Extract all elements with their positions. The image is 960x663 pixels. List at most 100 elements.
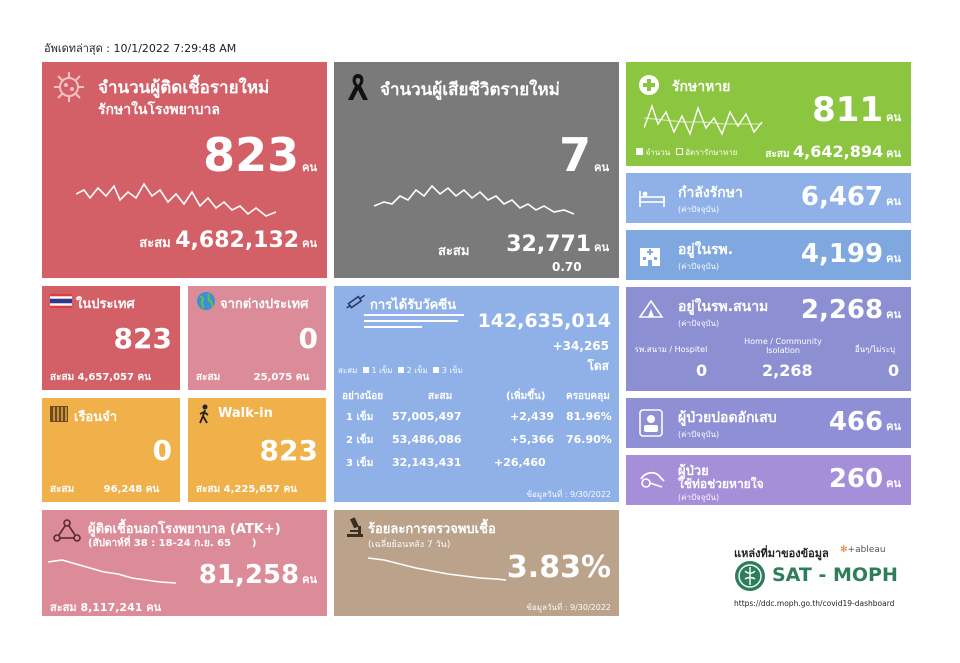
new-cases-tile[interactable]: จำนวนผู้ติดเชื้อรายใหม่ รักษาในโรงพยาบาล… <box>42 62 327 278</box>
globe-icon <box>197 292 215 310</box>
vaccine-row3-dose: 3 เข็ม <box>346 458 374 469</box>
new-cases-total: สะสม 4,682,132 คน <box>139 228 317 253</box>
treating-note: (ค่าปัจจุบัน) <box>678 205 720 214</box>
atk-tile[interactable]: ผู้ติดเชื้อนอกโรงพยาบาล (ATK+) (สัปดาห์ท… <box>42 510 327 616</box>
walkin-tile[interactable]: Walk-in 823 สะสม 4,225,657 คน <box>188 398 326 502</box>
positivity-value: 3.83% <box>506 550 611 585</box>
deaths-rate: 0.70 <box>552 260 582 274</box>
vaccine-legend: สะสม 1 เข็ม 2 เข็ม 3 เข็ม <box>338 366 463 375</box>
vaccine-row3-total: 32,143,431 <box>392 456 462 469</box>
vaccine-asof: ข้อมูลวันที่ : 9/30/2022 <box>526 490 611 499</box>
field-col-hospitel-value: 0 <box>696 361 708 380</box>
hospital-tile[interactable]: อยู่ในรพ. (ค่าปัจจุบัน) 4,199 คน <box>626 230 911 280</box>
pneumonia-tile[interactable]: ผู้ป่วยปอดอักเสบ (ค่าปัจจุบัน) 466 คน <box>626 398 911 448</box>
vaccine-tile[interactable]: การได้รับวัคซีน 142,635,014 +34,265 โดส … <box>334 286 619 502</box>
recovered-tile[interactable]: รักษาหาย 811 คน จำนวน อัตรารักษาหาย สะสม … <box>626 62 911 166</box>
vaccine-title: การได้รับวัคซีน <box>370 298 457 313</box>
deaths-title: จำนวนผู้เสียชีวิตรายใหม่ <box>380 80 560 100</box>
abroad-title: จากต่างประเทศ <box>220 297 309 312</box>
source-url[interactable]: https://ddc.moph.go.th/covid19-dashboard <box>734 599 895 608</box>
pneumonia-title: ผู้ป่วยปอดอักเสบ <box>678 410 777 426</box>
positivity-sparkline <box>368 557 507 581</box>
field-hospital-note: (ค่าปัจจุบัน) <box>678 319 720 328</box>
pneumonia-note: (ค่าปัจจุบัน) <box>678 430 720 439</box>
ventilator-value: 260 คน <box>828 464 901 494</box>
vaccine-bar-1 <box>364 314 464 316</box>
syringe-icon <box>346 294 366 309</box>
new-cases-title: จำนวนผู้ติดเชื้อรายใหม่ <box>98 78 270 98</box>
ventilator-tile[interactable]: ผู้ป่วย ใช้ท่อช่วยหายใจ (ค่าปัจจุบัน) 26… <box>626 455 911 505</box>
prison-bars-icon <box>50 406 68 422</box>
hospital-note: (ค่าปัจจุบัน) <box>678 262 720 271</box>
vaccine-col-cov: ครอบคลุม <box>566 391 610 402</box>
new-cases-sparkline <box>76 182 277 217</box>
atk-week: (สัปดาห์ที่ 38 : 18-24 ก.ย. 65 ) <box>88 538 257 549</box>
field-col-other-label: อื่นๆ/ไม่ระบุ <box>854 345 896 354</box>
domestic-title: ในประเทศ <box>76 297 135 312</box>
recovered-title: รักษาหาย <box>672 79 731 95</box>
source-label: แหล่งที่มาของข้อมูล <box>734 547 829 560</box>
recovered-sparkline <box>644 103 763 136</box>
positivity-asof: ข้อมูลวันที่ : 9/30/2022 <box>526 603 611 612</box>
recovered-total: สะสม 4,642,894 คน <box>765 142 901 161</box>
field-col-other-value: 0 <box>888 361 900 380</box>
prison-tile[interactable]: เรือนจำ 0 สะสม 96,248 คน <box>42 398 180 502</box>
patient-icon <box>639 409 663 437</box>
last-updated: อัพเดทล่าสุด : 10/1/2022 7:29:48 AM <box>44 42 237 55</box>
vaccine-total: 142,635,014 <box>477 310 611 332</box>
deaths-value: 7 คน <box>559 128 609 182</box>
domestic-tile[interactable]: ในประเทศ 823 สะสม 4,657,057 คน <box>42 286 180 390</box>
domestic-value: 823 <box>113 322 172 355</box>
ventilator-title: ผู้ป่วย <box>678 464 709 479</box>
prison-total: สะสม 96,248 คน <box>50 484 160 495</box>
positivity-title: ร้อยละการตรวจพบเชื้อ <box>368 522 496 537</box>
field-col-hospitel-label: รพ.สนาม / Hospitel <box>634 345 708 354</box>
prison-title: เรือนจำ <box>74 410 118 425</box>
new-cases-subtitle: รักษาในโรงพยาบาล <box>98 102 220 118</box>
treating-tile[interactable]: กำลังรักษา (ค่าปัจจุบัน) 6,467 คน <box>626 173 911 223</box>
moph-seal-icon <box>735 561 765 591</box>
sat-moph-brand: SAT - MOPH <box>772 564 898 586</box>
vaccine-col-dose: อย่างน้อย <box>342 391 384 402</box>
deaths-tile[interactable]: จำนวนผู้เสียชีวิตรายใหม่ 7 คน สะสม 32,771… <box>334 62 619 278</box>
deaths-sparkline <box>374 184 575 215</box>
ribbon-icon <box>348 74 368 100</box>
hospital-title: อยู่ในรพ. <box>678 242 734 258</box>
atk-total: สะสม 8,117,241 คน <box>50 601 162 614</box>
atk-title: ผู้ติดเชื้อนอกโรงพยาบาล (ATK+) <box>88 522 281 537</box>
field-col-home-value: 2,268 <box>762 361 813 380</box>
vaccine-bar-3 <box>364 326 422 328</box>
vaccine-row1-dose: 1 เข็ม <box>346 412 374 423</box>
vaccine-col-total: สะสม <box>428 391 453 402</box>
recovered-legend: จำนวน อัตรารักษาหาย <box>636 146 737 159</box>
deaths-acc-label: สะสม <box>438 244 470 259</box>
treating-title: กำลังรักษา <box>678 185 743 201</box>
vaccine-bar-2 <box>364 320 458 322</box>
vaccine-row2-inc: +5,366 <box>510 433 555 446</box>
field-hospital-tile[interactable]: อยู่ในรพ.สนาม (ค่าปัจจุบัน) 2,268 คน รพ.ส… <box>626 287 911 391</box>
abroad-tile[interactable]: จากต่างประเทศ 0 สะสม 25,075 คน <box>188 286 326 390</box>
vaccine-col-inc: (เพิ่มขึ้น) <box>506 391 546 402</box>
walkin-total: สะสม 4,225,657 คน <box>196 484 297 495</box>
walkin-value: 823 <box>259 434 318 467</box>
microscope-icon <box>347 517 363 537</box>
virus-icon <box>54 72 84 102</box>
hospital-building-icon <box>640 248 660 266</box>
tent-icon <box>638 299 664 318</box>
thailand-flag-icon <box>50 294 72 308</box>
walking-person-icon <box>199 404 209 424</box>
ventilator-title-line2: ใช้ท่อช่วยหายใจ <box>678 477 764 491</box>
tableau-logo: ✻+ableau <box>840 545 886 555</box>
vaccine-row2-dose: 2 เข็ม <box>346 435 374 446</box>
vaccine-row2-cov: 76.90% <box>566 433 612 446</box>
walkin-title: Walk-in <box>218 406 273 421</box>
new-cases-value: 823 คน <box>203 128 317 182</box>
pneumonia-value: 466 คน <box>828 407 901 437</box>
positivity-tile[interactable]: ร้อยละการตรวจพบเชื้อ (เฉลี่ยย้อนหลัง 7 ว… <box>334 510 619 616</box>
atk-value: 81,258 คน <box>198 560 317 590</box>
domestic-total: สะสม 4,657,057 คน <box>50 372 151 383</box>
tableau-icon: ✻ <box>840 545 848 555</box>
deaths-total: 32,771 คน <box>506 232 609 257</box>
source-block: แหล่งที่มาของข้อมูล ✻+ableau SAT - MOPH … <box>730 544 910 614</box>
